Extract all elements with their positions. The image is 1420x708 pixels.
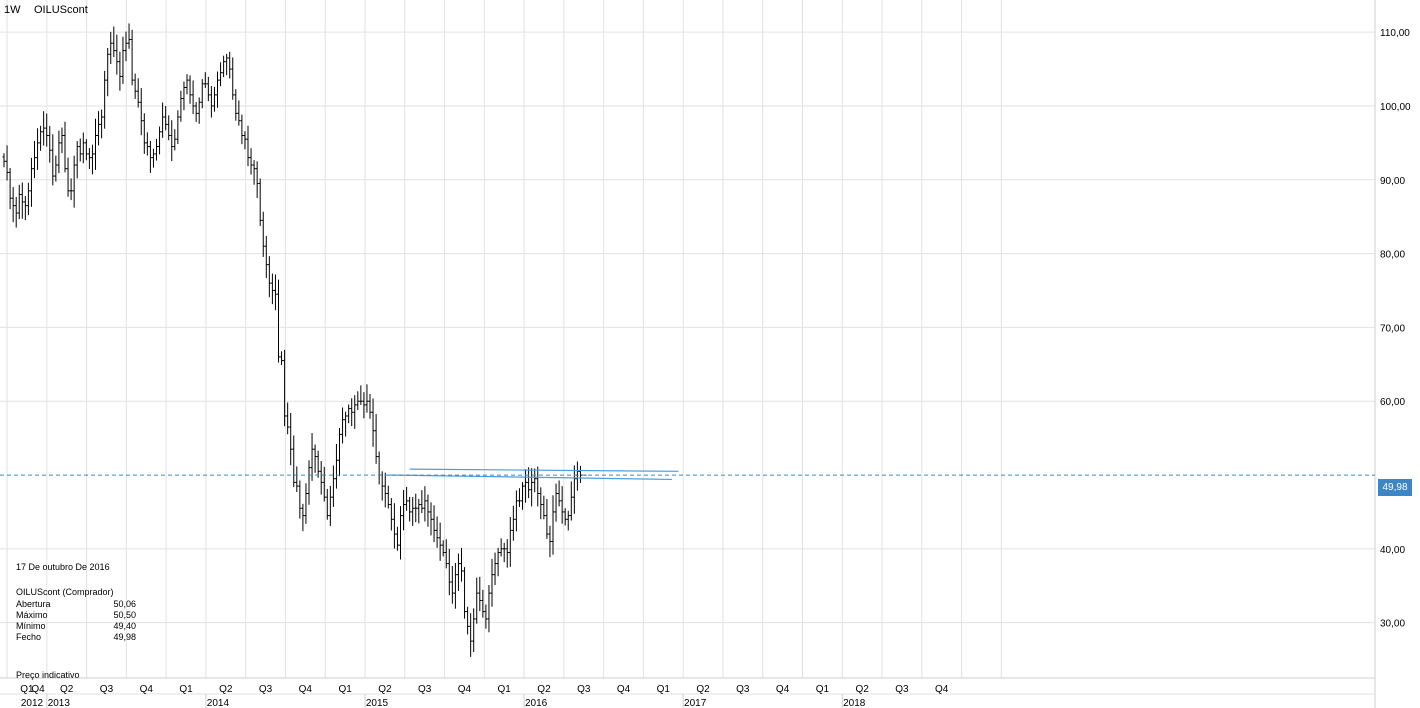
symbol-label[interactable]: OILUScont xyxy=(34,4,88,16)
price-tick-label: 40,00 xyxy=(1380,545,1405,556)
quarter-label: Q4 xyxy=(617,684,631,695)
quarter-label: Q1 xyxy=(179,684,193,695)
quarter-label: Q2 xyxy=(60,684,74,695)
quarter-label: Q4 xyxy=(458,684,472,695)
quarter-label: Q3 xyxy=(736,684,750,695)
price-tick-label: 60,00 xyxy=(1380,397,1405,408)
info-value: 50,06 xyxy=(113,599,136,609)
info-label: Fecho xyxy=(16,632,42,642)
price-tick-label: 110,00 xyxy=(1380,28,1410,39)
year-label: 2012 xyxy=(21,698,44,708)
quarter-label: Q3 xyxy=(418,684,432,695)
price-tick-label: 80,00 xyxy=(1380,250,1405,261)
info-instrument: OILUScont (Comprador) xyxy=(16,587,114,597)
year-label: 2013 xyxy=(48,698,71,708)
year-label: 2016 xyxy=(525,698,548,708)
price-tick-label: 90,00 xyxy=(1380,176,1405,187)
quarter-label: Q4 xyxy=(776,684,790,695)
quarter-label: Q1 xyxy=(498,684,512,695)
quarter-label: Q3 xyxy=(100,684,114,695)
quarter-label: Q2 xyxy=(696,684,710,695)
chart-grid xyxy=(0,0,1376,708)
info-label: Máximo xyxy=(16,610,48,620)
info-date: 17 De outubro De 2016 xyxy=(16,562,110,572)
year-label: 2018 xyxy=(843,698,866,708)
trendline[interactable] xyxy=(388,474,672,481)
quarter-label: Q1 xyxy=(816,684,830,695)
quarter-label: Q4 xyxy=(31,684,45,695)
quarter-label: Q1 xyxy=(20,684,34,695)
info-value: 49,98 xyxy=(113,632,136,642)
quarter-label: Q3 xyxy=(895,684,909,695)
trendlines[interactable] xyxy=(388,468,679,481)
year-label: 2015 xyxy=(366,698,389,708)
year-label: 2017 xyxy=(684,698,707,708)
year-label: 2014 xyxy=(207,698,230,708)
price-tick-label: 70,00 xyxy=(1380,323,1405,334)
quarter-label: Q3 xyxy=(577,684,591,695)
quarter-label: Q2 xyxy=(219,684,233,695)
price-axis[interactable]: 30,00 40,00 60,00 70,00 80,00 90,00 100,00 110,… xyxy=(1380,28,1411,629)
info-label: Abertura xyxy=(16,599,51,609)
info-value: 50,50 xyxy=(113,610,136,620)
quarter-label: Q1 xyxy=(338,684,352,695)
timeframe-label[interactable]: 1W xyxy=(4,4,21,16)
quarter-label: Q3 xyxy=(259,684,273,695)
info-footnote: Preço indicativo xyxy=(16,670,80,680)
quarter-label: Q4 xyxy=(935,684,949,695)
quarter-label: Q1 xyxy=(657,684,671,695)
quarter-label: Q2 xyxy=(378,684,392,695)
quarter-label: Q2 xyxy=(537,684,551,695)
quarter-label: Q4 xyxy=(140,684,154,695)
current-price-tag: 49,98 xyxy=(1378,479,1412,496)
info-label: Mínimo xyxy=(16,621,46,631)
info-value: 49,40 xyxy=(113,621,136,631)
trendline[interactable] xyxy=(409,468,679,472)
price-tick-label: 30,00 xyxy=(1380,619,1405,630)
ohlc-bars xyxy=(2,23,582,657)
quarter-label: Q4 xyxy=(299,684,313,695)
quarter-label: Q2 xyxy=(855,684,869,695)
price-tick-label: 100,00 xyxy=(1380,102,1411,113)
